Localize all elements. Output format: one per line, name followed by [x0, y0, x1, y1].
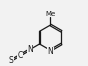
Text: Me: Me [45, 11, 56, 17]
Text: N: N [27, 45, 33, 54]
Text: N: N [48, 47, 53, 56]
Text: C: C [18, 51, 23, 60]
Text: S: S [8, 56, 13, 65]
